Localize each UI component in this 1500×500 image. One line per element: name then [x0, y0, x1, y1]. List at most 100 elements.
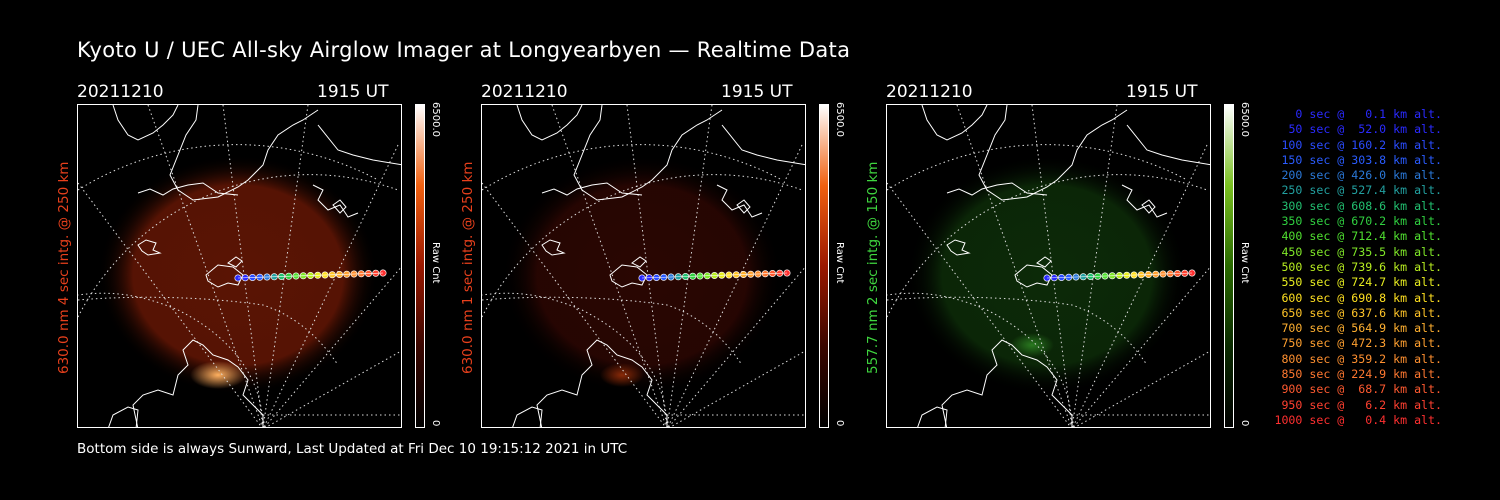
panel-3-time: 1915 UT — [1126, 82, 1198, 102]
coastline — [317, 124, 401, 166]
panel-3-allsky-image — [886, 104, 1211, 428]
panel-3-colorbar-max: 6500.0 — [1239, 102, 1250, 137]
meridian-line — [1072, 144, 1208, 427]
coastline — [573, 105, 723, 201]
meridian-line — [78, 182, 263, 427]
latitude-circle — [482, 174, 803, 318]
aurora-bright-spot — [190, 361, 246, 389]
trajectory-line — [237, 272, 384, 279]
coastline — [631, 256, 647, 268]
coastline — [516, 105, 583, 141]
coastline — [921, 105, 988, 141]
latitude-circle — [887, 144, 1188, 191]
coastline — [946, 239, 971, 256]
panel-1-ylabel: 630.0 nm 4 sec intg. @ 250 km — [56, 161, 72, 374]
panel-3-date: 20211210 — [886, 82, 973, 102]
coastline — [312, 184, 359, 218]
coastline — [332, 199, 347, 214]
coastline — [1014, 264, 1053, 288]
panel-2-colorbar-min: 0 — [834, 420, 845, 427]
meridian-line — [626, 105, 668, 427]
meridian-line — [551, 105, 667, 427]
coastline — [1126, 124, 1210, 166]
coastline — [227, 256, 243, 268]
coastline — [169, 105, 319, 201]
coastline — [721, 124, 805, 166]
footer-note: Bottom side is always Sunward, Last Upda… — [77, 441, 628, 457]
trajectory-line — [641, 272, 788, 279]
legend-row: 750 sec @ 472.3 km alt. — [1281, 336, 1442, 351]
legend-row: 950 sec @ 6.2 km alt. — [1281, 397, 1442, 412]
legend-row: 450 sec @ 735.5 km alt. — [1281, 244, 1442, 259]
legend-row: 850 sec @ 224.9 km alt. — [1281, 367, 1442, 382]
meridian-line — [667, 144, 803, 427]
latitude-circle — [887, 292, 1073, 427]
meridian-line — [482, 182, 667, 427]
coastline — [716, 184, 763, 218]
panel-1-allsky-image — [77, 104, 402, 428]
panel-3-ylabel: 557.7 nm 2 sec intg. @ 150 km — [865, 161, 881, 374]
panel-2-colorbar-max: 6500.0 — [834, 102, 845, 137]
meridian-line — [956, 105, 1072, 427]
coastline — [137, 182, 239, 196]
page-title: Kyoto U / UEC All-sky Airglow Imager at … — [77, 38, 851, 62]
panel-1-colorbar-max: 6500.0 — [430, 102, 441, 137]
coastline — [541, 182, 643, 196]
trajectory-line — [1046, 272, 1193, 279]
latitude-circle — [887, 174, 1208, 318]
latitude-circle — [78, 174, 399, 318]
coastline — [541, 239, 566, 256]
latitude-circle — [78, 292, 264, 427]
panel-2-time: 1915 UT — [721, 82, 793, 102]
coastline — [1141, 199, 1156, 214]
legend-row: 100 sec @ 160.2 km alt. — [1281, 137, 1442, 152]
latitude-circle — [78, 144, 379, 191]
panel-2-colorbar — [819, 104, 829, 428]
trajectory-legend: 0 sec @ 0.1 km alt. 50 sec @ 52.0 km alt… — [1262, 107, 1442, 428]
panel-1-colorbar-min: 0 — [430, 420, 441, 427]
legend-row: 250 sec @ 527.4 km alt. — [1281, 183, 1442, 198]
legend-row: 1000 sec @ 0.4 km alt. — [1274, 412, 1442, 427]
coastline — [108, 406, 139, 427]
panel-2-colorbar-unit: Raw Cnt — [834, 242, 845, 284]
legend-row: 800 sec @ 359.2 km alt. — [1281, 351, 1442, 366]
legend-row: 900 sec @ 68.7 km alt. — [1281, 382, 1442, 397]
legend-row: 500 sec @ 739.6 km alt. — [1281, 259, 1442, 274]
panel-3-colorbar-unit: Raw Cnt — [1239, 242, 1250, 284]
panel-1-colorbar-unit: Raw Cnt — [430, 242, 441, 284]
meridian-line — [147, 105, 263, 427]
panel-1-colorbar — [415, 104, 425, 428]
meridian-line — [262, 105, 309, 427]
aurora-bright-spot — [600, 363, 644, 387]
legend-row: 0 sec @ 0.1 km alt. — [1295, 107, 1442, 121]
coastline — [609, 264, 648, 288]
meridian-line — [222, 105, 264, 427]
legend-row: 300 sec @ 608.6 km alt. — [1281, 198, 1442, 213]
coastline — [112, 105, 179, 141]
legend-row: 50 sec @ 52.0 km alt. — [1288, 122, 1442, 137]
panel-2-allsky-image — [481, 104, 806, 428]
panel-1-time: 1915 UT — [317, 82, 389, 102]
coastline — [978, 105, 1128, 201]
legend-row: 600 sec @ 690.8 km alt. — [1281, 290, 1442, 305]
legend-row: 200 sec @ 426.0 km alt. — [1281, 168, 1442, 183]
panel-2-date: 20211210 — [481, 82, 568, 102]
coastline — [1121, 184, 1168, 218]
panel-3-colorbar — [1224, 104, 1234, 428]
meridian-line — [887, 182, 1072, 427]
coastline — [736, 199, 751, 214]
legend-row: 150 sec @ 303.8 km alt. — [1281, 152, 1442, 167]
legend-row: 650 sec @ 637.6 km alt. — [1281, 305, 1442, 320]
coastline — [512, 406, 543, 427]
panel-2-ylabel: 630.0 nm 1 sec intg. @ 250 km — [460, 161, 476, 374]
coastline — [1036, 256, 1052, 268]
legend-row: 550 sec @ 724.7 km alt. — [1281, 275, 1442, 290]
legend-row: 700 sec @ 564.9 km alt. — [1281, 321, 1442, 336]
legend-row: 400 sec @ 712.4 km alt. — [1281, 229, 1442, 244]
meridian-line — [1071, 105, 1118, 427]
meridian-line — [666, 105, 713, 427]
latitude-circle — [482, 144, 783, 191]
meridian-line — [263, 144, 399, 427]
aurora-bright-spot — [1010, 333, 1054, 357]
coastline — [205, 264, 244, 288]
